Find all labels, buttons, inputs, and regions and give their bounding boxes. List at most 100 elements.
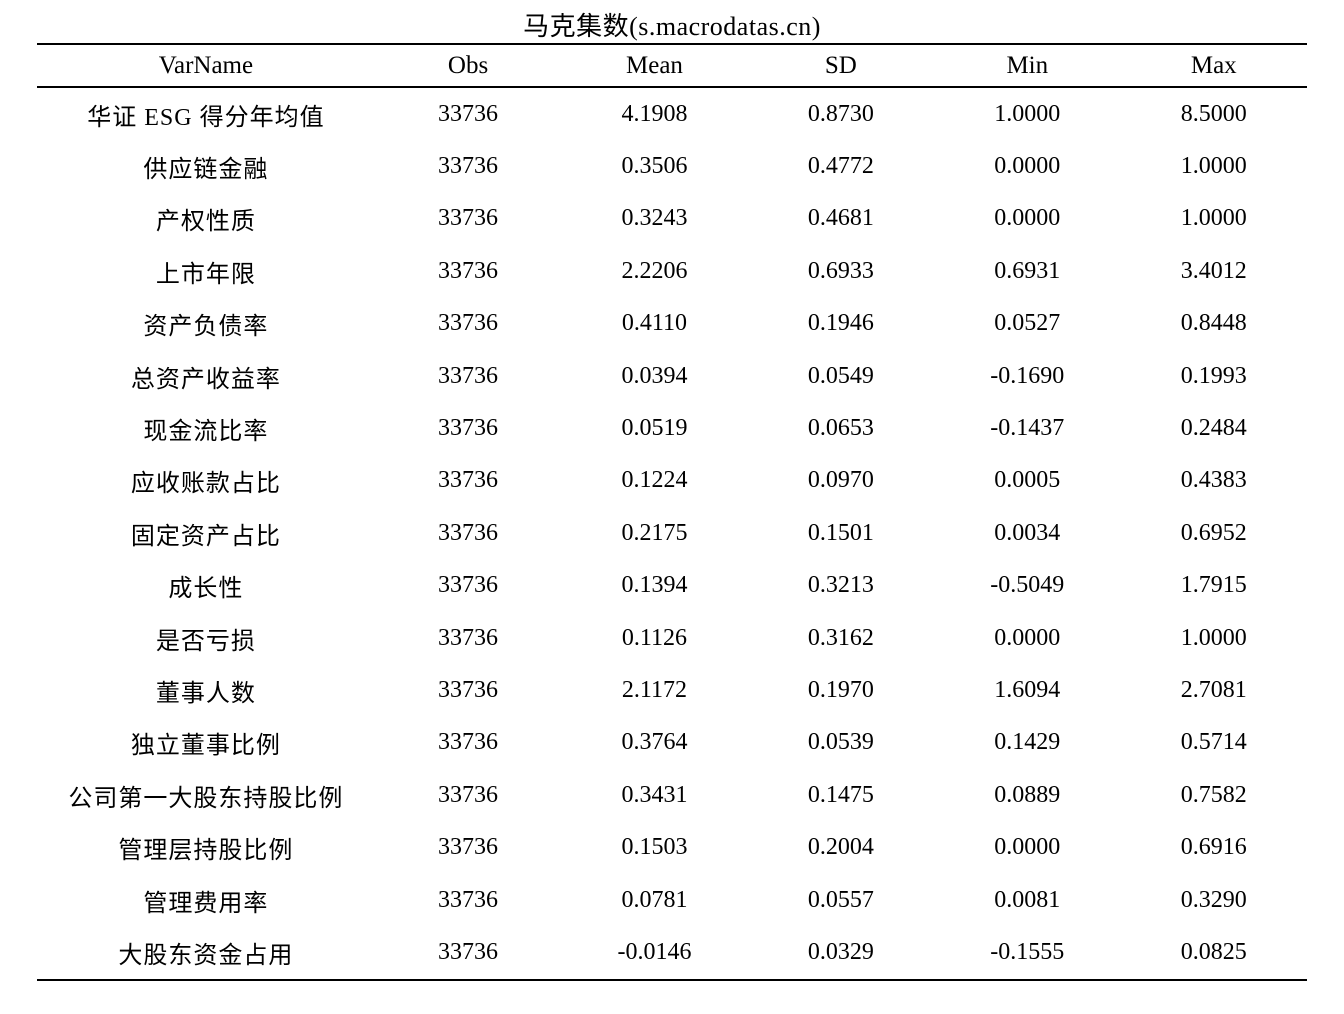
varname-cell: 管理层持股比例: [118, 838, 294, 865]
table-row: 供应链金融 33736 0.3506 0.4772 0.0000 1.0000: [37, 140, 1307, 192]
table-row: 大股东资金占用 33736 -0.0146 0.0329 -0.1555 0.0825: [37, 926, 1307, 979]
mean-cell: 0.1503: [621, 834, 688, 861]
sd-cell: 0.1946: [807, 310, 874, 337]
varname-cell: 现金流比率: [143, 419, 269, 446]
min-cell: 1.6094: [994, 676, 1061, 703]
table-row: 总资产收益率 33736 0.0394 0.0549 -0.1690 0.1993: [37, 350, 1307, 402]
varname-cell: 固定资产占比: [130, 523, 281, 550]
table-row: 成长性 33736 0.1394 0.3213 -0.5049 1.7915: [37, 560, 1307, 612]
max-cell: 0.2484: [1180, 415, 1247, 442]
mean-cell: 0.3506: [621, 153, 688, 180]
max-cell: 0.4383: [1180, 467, 1247, 494]
mean-cell: 0.0394: [621, 362, 688, 389]
mean-cell: 0.3243: [621, 205, 688, 232]
min-cell: 0.0000: [994, 205, 1061, 232]
table-row: 管理费用率 33736 0.0781 0.0557 0.0081 0.3290: [37, 874, 1307, 926]
sd-cell: 0.4772: [807, 153, 874, 180]
sd-cell: 0.1970: [807, 676, 874, 703]
obs-cell: 33736: [438, 886, 499, 913]
max-cell: 0.6916: [1180, 834, 1247, 861]
sd-cell: 0.4681: [807, 205, 874, 232]
mean-cell: 0.4110: [621, 310, 688, 337]
max-cell: 8.5000: [1180, 100, 1247, 127]
max-cell: 1.7915: [1180, 572, 1247, 599]
table-row: 产权性质 33736 0.3243 0.4681 0.0000 1.0000: [37, 193, 1307, 245]
sd-cell: 0.0557: [807, 886, 874, 913]
column-header-varname: VarName: [37, 44, 375, 88]
min-cell: 0.6931: [994, 257, 1061, 284]
max-cell: 0.6952: [1180, 519, 1247, 546]
sd-cell: 0.1501: [807, 519, 874, 546]
obs-cell: 33736: [438, 467, 499, 494]
min-cell: 0.0005: [994, 467, 1061, 494]
mean-cell: 0.1126: [621, 624, 688, 651]
obs-cell: 33736: [438, 153, 499, 180]
max-cell: 1.0000: [1180, 205, 1247, 232]
varname-cell: 总资产收益率: [130, 366, 281, 393]
max-cell: 0.0825: [1180, 938, 1247, 965]
obs-cell: 33736: [438, 100, 499, 127]
column-header-sd: SD: [747, 44, 935, 88]
obs-cell: 33736: [438, 572, 499, 599]
obs-cell: 33736: [438, 624, 499, 651]
min-cell: 0.1429: [994, 729, 1061, 756]
mean-cell: -0.0146: [617, 938, 692, 965]
varname-cell: 公司第一大股东持股比例: [68, 785, 344, 812]
table-row: 独立董事比例 33736 0.3764 0.0539 0.1429 0.5714: [37, 717, 1307, 769]
mean-cell: 2.1172: [621, 676, 688, 703]
obs-cell: 33736: [438, 938, 499, 965]
varname-cell: 华证 ESG 得分年均值: [87, 104, 325, 131]
mean-cell: 0.2175: [621, 519, 688, 546]
mean-cell: 0.0519: [621, 415, 688, 442]
sd-cell: 0.1475: [807, 781, 874, 808]
sd-cell: 0.0653: [807, 415, 874, 442]
varname-cell: 成长性: [168, 576, 244, 603]
max-cell: 0.7582: [1180, 781, 1247, 808]
min-cell: -0.1437: [990, 415, 1065, 442]
obs-cell: 33736: [438, 310, 499, 337]
min-cell: 0.0527: [994, 310, 1061, 337]
obs-cell: 33736: [438, 519, 499, 546]
max-cell: 0.3290: [1180, 886, 1247, 913]
min-cell: 0.0081: [994, 886, 1061, 913]
mean-cell: 4.1908: [621, 100, 688, 127]
table-title: 马克集数(s.macrodatas.cn): [523, 12, 821, 41]
obs-cell: 33736: [438, 834, 499, 861]
table-row: 董事人数 33736 2.1172 0.1970 1.6094 2.7081: [37, 664, 1307, 716]
column-header-obs: Obs: [374, 44, 562, 88]
varname-cell: 上市年限: [155, 261, 256, 288]
obs-cell: 33736: [438, 415, 499, 442]
max-cell: 0.1993: [1180, 362, 1247, 389]
table-row: 上市年限 33736 2.2206 0.6933 0.6931 3.4012: [37, 245, 1307, 297]
table-row: 华证 ESG 得分年均值 33736 4.1908 0.8730 1.0000 8.500…: [37, 87, 1307, 140]
table-row: 固定资产占比 33736 0.2175 0.1501 0.0034 0.6952: [37, 507, 1307, 559]
table-header-row: VarName Obs Mean SD Min Max: [37, 44, 1307, 88]
min-cell: 1.0000: [994, 100, 1061, 127]
max-cell: 2.7081: [1180, 676, 1247, 703]
min-cell: -0.1690: [990, 362, 1065, 389]
varname-cell: 资产负债率: [143, 314, 269, 341]
mean-cell: 0.3431: [621, 781, 688, 808]
max-cell: 3.4012: [1180, 257, 1247, 284]
sd-cell: 0.0970: [807, 467, 874, 494]
mean-cell: 0.1394: [621, 572, 688, 599]
table-row: 是否亏损 33736 0.1126 0.3162 0.0000 1.0000: [37, 612, 1307, 664]
mean-cell: 0.3764: [621, 729, 688, 756]
column-header-max: Max: [1120, 44, 1307, 88]
sd-cell: 0.0539: [807, 729, 874, 756]
sd-cell: 0.0549: [807, 362, 874, 389]
summary-statistics-table: VarName Obs Mean SD Min Max 华证 ESG 得分年均值…: [37, 43, 1307, 981]
sd-cell: 0.8730: [807, 100, 874, 127]
mean-cell: 2.2206: [621, 257, 688, 284]
max-cell: 0.8448: [1180, 310, 1247, 337]
varname-cell: 产权性质: [155, 209, 256, 236]
column-header-min: Min: [934, 44, 1121, 88]
table-row: 资产负债率 33736 0.4110 0.1946 0.0527 0.8448: [37, 298, 1307, 350]
varname-cell: 供应链金融: [143, 157, 269, 184]
sd-cell: 0.3162: [807, 624, 874, 651]
obs-cell: 33736: [438, 257, 499, 284]
min-cell: 0.0889: [994, 781, 1061, 808]
min-cell: 0.0000: [994, 153, 1061, 180]
min-cell: 0.0034: [994, 519, 1061, 546]
mean-cell: 0.1224: [621, 467, 688, 494]
